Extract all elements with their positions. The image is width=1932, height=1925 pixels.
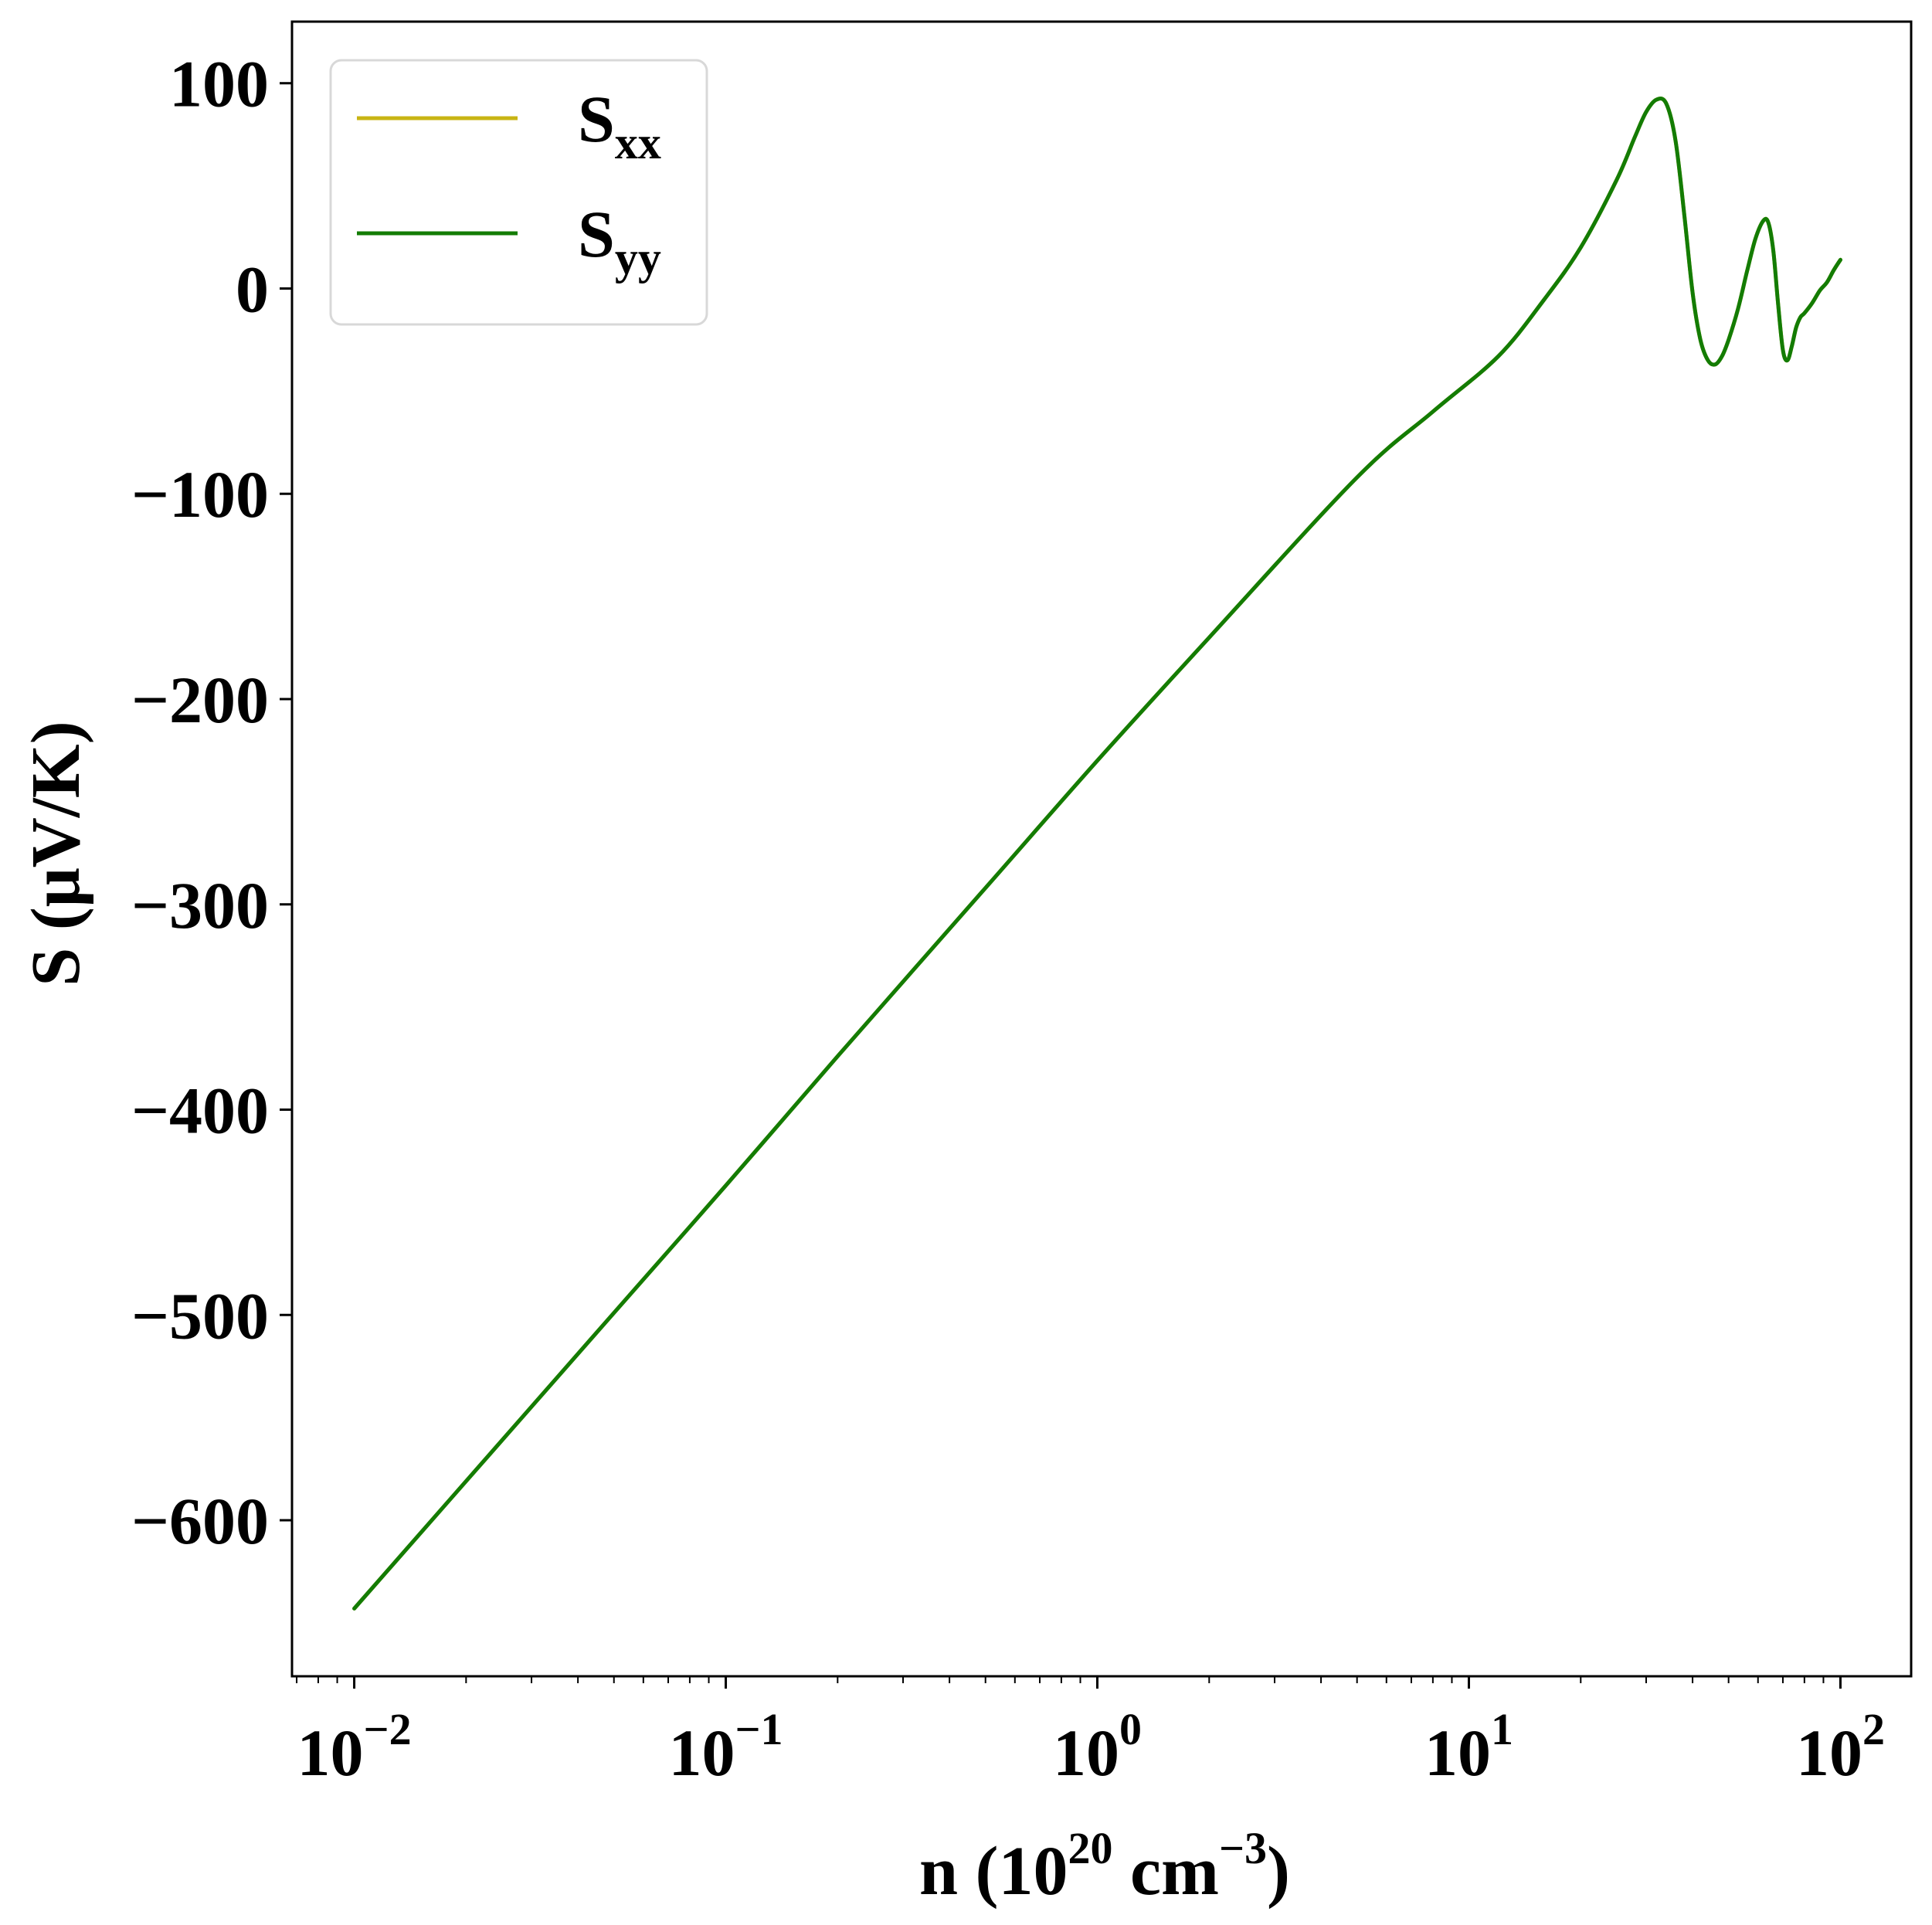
legend-label-sxx-sub: xx (615, 117, 661, 168)
series-layer (352, 97, 1842, 1611)
legend-box (329, 59, 708, 326)
y-tick-label: −400 (131, 1074, 269, 1148)
x-tick-label-exp: 2 (1862, 1704, 1885, 1754)
y-tick-label: −100 (131, 457, 269, 531)
x-axis-label-exp1: 20 (1068, 1823, 1113, 1873)
x-tick-label-base: 10 (1424, 1716, 1491, 1790)
ticks-layer (280, 82, 1842, 1689)
x-axis-label-pre: n (10 (919, 1833, 1068, 1910)
x-axis-label-exp2: −3 (1219, 1823, 1267, 1873)
x-tick-label-base: 10 (669, 1716, 735, 1790)
x-tick-label-exp: 1 (1491, 1704, 1513, 1754)
legend-label-sxx-main: S (578, 82, 615, 156)
series-line-syy (352, 97, 1842, 1611)
y-tick-label: 100 (169, 47, 269, 121)
x-tick-label: 10−2 (297, 1704, 412, 1790)
x-tick-label: 100 (1053, 1704, 1142, 1790)
x-tick-label-base: 10 (1796, 1716, 1862, 1790)
y-tick-label: −200 (131, 663, 269, 737)
x-axis-label: n (1020 cm−3) (919, 1823, 1290, 1910)
plot-frame (290, 20, 1913, 1678)
x-axis-label-mid: cm (1113, 1833, 1219, 1910)
legend-label-syy: Syy (578, 197, 661, 283)
x-tick-label-base: 10 (297, 1716, 364, 1790)
x-tick-label-exp: −2 (364, 1704, 412, 1754)
legend: Sxx Syy (329, 59, 708, 326)
y-tick-label: −600 (131, 1484, 269, 1558)
x-axis-label-post: ) (1267, 1833, 1290, 1910)
x-tick-label-base: 10 (1053, 1716, 1119, 1790)
y-tick-label: 0 (236, 252, 269, 326)
legend-label-syy-sub: yy (615, 233, 661, 283)
y-tick-label: −500 (131, 1278, 269, 1353)
legend-label-sxx: Sxx (578, 82, 661, 168)
y-tick-label: −300 (131, 868, 269, 942)
x-tick-label-exp: 0 (1119, 1704, 1142, 1754)
legend-label-syy-main: S (578, 197, 615, 271)
x-tick-label: 10−1 (669, 1704, 783, 1790)
x-tick-label-exp: −1 (735, 1704, 783, 1754)
y-axis-label: S (μV/K) (18, 721, 94, 986)
x-tick-label: 101 (1424, 1704, 1513, 1790)
x-tick-label: 102 (1796, 1704, 1885, 1790)
